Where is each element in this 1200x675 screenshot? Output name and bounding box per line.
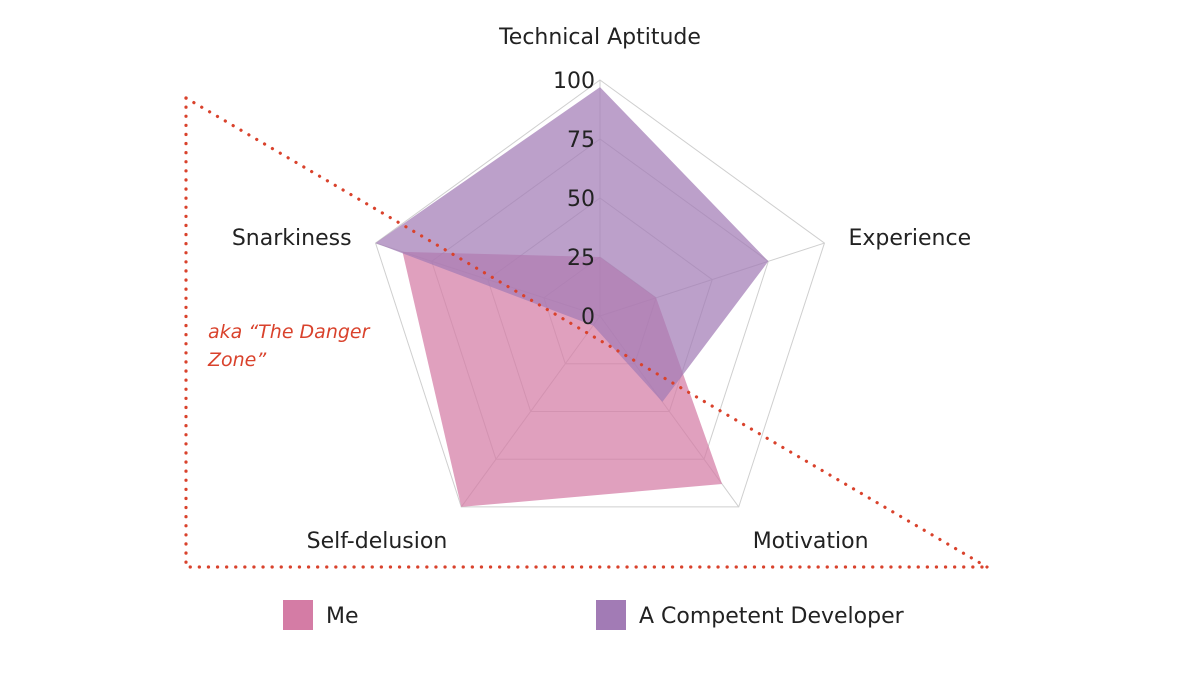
legend-swatch-competent-developer xyxy=(596,600,626,630)
radar-series xyxy=(375,87,769,507)
danger-zone-annotation: aka “The Danger Zone” xyxy=(207,321,371,371)
legend-label-me: Me xyxy=(326,604,359,629)
tick-label-50: 50 xyxy=(567,187,595,212)
axis-label-4: Snarkiness xyxy=(232,226,352,251)
legend-label-competent-developer: A Competent Developer xyxy=(639,604,905,629)
tick-label-25: 25 xyxy=(567,246,595,271)
grid-ring-100 xyxy=(374,79,826,508)
annotation-line-2: Zone” xyxy=(207,349,266,371)
tick-label-100: 100 xyxy=(553,69,595,94)
danger-zone-edges xyxy=(184,96,989,569)
tick-label-0: 0 xyxy=(581,305,595,330)
danger-zone-diagonal xyxy=(184,96,989,569)
danger-zone-outline xyxy=(184,96,989,569)
radial-tick-labels: 0 25 50 75 100 xyxy=(553,69,595,330)
legend-swatch-me xyxy=(283,600,313,630)
annotation-line-1: aka “The Danger xyxy=(208,321,371,343)
tick-label-75: 75 xyxy=(567,128,595,153)
axis-labels: Technical Aptitude Experience Motivation Se… xyxy=(232,25,971,554)
series-area-1 xyxy=(375,87,769,402)
axis-label-3: Self-delusion xyxy=(307,529,448,554)
legend: Me A Competent Developer xyxy=(283,600,905,630)
axis-label-1: Experience xyxy=(848,226,971,251)
axis-label-0: Technical Aptitude xyxy=(498,25,701,50)
axis-label-2: Motivation xyxy=(753,529,869,554)
